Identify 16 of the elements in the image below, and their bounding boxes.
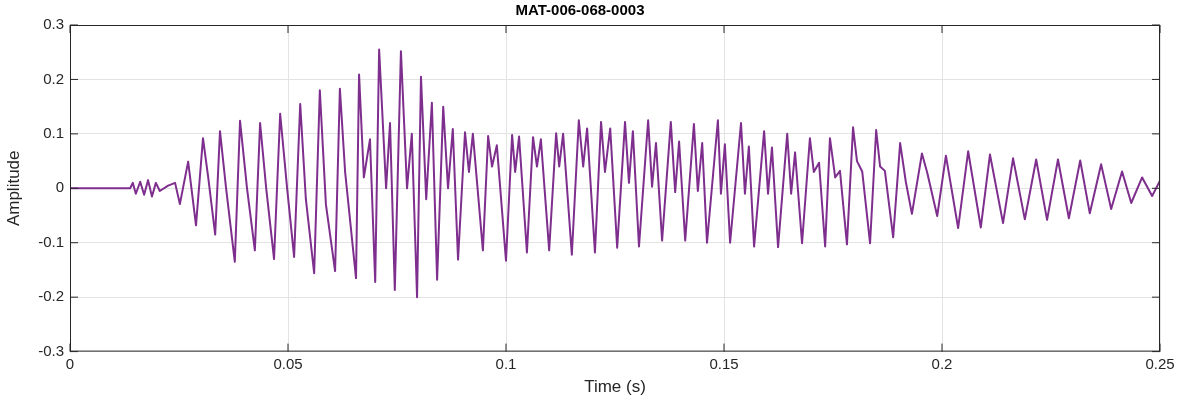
y-tick-label: 0.1 <box>43 124 64 142</box>
y-tick-label: -0.2 <box>38 287 64 305</box>
x-axis-title: Time (s) <box>584 377 646 397</box>
y-tick-label: 0.3 <box>43 15 64 33</box>
y-tick-label: 0.2 <box>43 69 64 87</box>
y-tick-label: 0 <box>55 178 64 196</box>
y-tick-label: -0.1 <box>38 232 64 250</box>
x-tick-label: 0.2 <box>931 354 953 372</box>
x-tick-label: 0.05 <box>273 354 303 372</box>
y-tick-label: -0.3 <box>38 341 64 359</box>
y-axis-title: Amplitude <box>3 150 23 227</box>
chart-title: MAT-006-068-0003 <box>515 1 645 19</box>
x-tick-label: 0.15 <box>709 354 739 372</box>
x-tick-label: 0.25 <box>1145 354 1175 372</box>
x-tick-label: 0.1 <box>495 354 517 372</box>
x-tick-label: 0 <box>65 354 75 372</box>
